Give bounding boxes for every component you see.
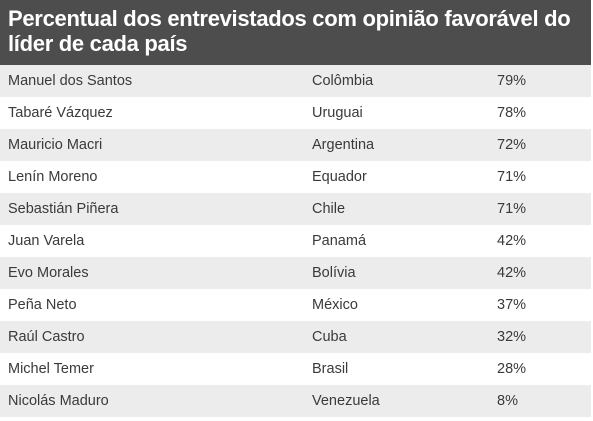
country-cell: Colômbia	[312, 73, 374, 89]
approval-value-cell: 72%	[497, 137, 527, 153]
country-cell: Uruguai	[312, 105, 363, 121]
country-cell: Chile	[312, 201, 346, 217]
country-cell: México	[312, 297, 358, 313]
leader-name-cell: Evo Morales	[8, 265, 89, 281]
approval-value-cell: 78%	[497, 105, 527, 121]
country-cell: Argentina	[312, 137, 375, 153]
table-row: Sebastián Piñera Chile 71%	[0, 193, 591, 225]
country-cell: Brasil	[312, 361, 349, 377]
leader-name-cell: Michel Temer	[8, 361, 94, 377]
table-row: Michel Temer Brasil 28%	[0, 353, 591, 385]
approval-value-cell: 8%	[497, 393, 518, 409]
table-body: Manuel dos Santos Colômbia 79% Tabaré Vázqu…	[0, 65, 591, 417]
table-row: Evo Morales Bolívia 42%	[0, 257, 591, 289]
leader-name-cell: Tabaré Vázquez	[8, 105, 113, 121]
table-row: Nicolás Maduro Venezuela 8%	[0, 385, 591, 417]
table-row: Juan Varela Panamá 42%	[0, 225, 591, 257]
approval-value-cell: 79%	[497, 73, 527, 89]
table-row: Peña Neto México 37%	[0, 289, 591, 321]
leader-name-cell: Juan Varela	[8, 233, 85, 249]
table-row: Lenín Moreno Equador 71%	[0, 161, 591, 193]
leader-name-cell: Raúl Castro	[8, 329, 85, 345]
country-cell: Venezuela	[312, 393, 380, 409]
country-cell: Equador	[312, 169, 367, 185]
table-header: Percentual dos entrevistados com opinião…	[0, 0, 591, 65]
leader-name-cell: Peña Neto	[8, 297, 77, 313]
approval-value-cell: 42%	[497, 265, 527, 281]
country-cell: Cuba	[312, 329, 347, 345]
table-row: Manuel dos Santos Colômbia 79%	[0, 65, 591, 97]
approval-value-cell: 28%	[497, 361, 527, 377]
approval-value-cell: 71%	[497, 169, 527, 185]
approval-value-cell: 37%	[497, 297, 527, 313]
leader-name-cell: Mauricio Macri	[8, 137, 103, 153]
table-row: Tabaré Vázquez Uruguai 78%	[0, 97, 591, 129]
leader-name-cell: Nicolás Maduro	[8, 393, 109, 409]
approval-value-cell: 71%	[497, 201, 527, 217]
leader-name-cell: Sebastián Piñera	[8, 201, 119, 217]
table-row: Mauricio Macri Argentina 72%	[0, 129, 591, 161]
country-cell: Bolívia	[312, 265, 356, 281]
approval-value-cell: 32%	[497, 329, 527, 345]
table-title: Percentual dos entrevistados com opinião…	[8, 6, 571, 56]
leader-name-cell: Manuel dos Santos	[8, 73, 133, 89]
leader-name-cell: Lenín Moreno	[8, 169, 98, 185]
approval-value-cell: 42%	[497, 233, 527, 249]
country-cell: Panamá	[312, 233, 367, 249]
table-row: Raúl Castro Cuba 32%	[0, 321, 591, 353]
